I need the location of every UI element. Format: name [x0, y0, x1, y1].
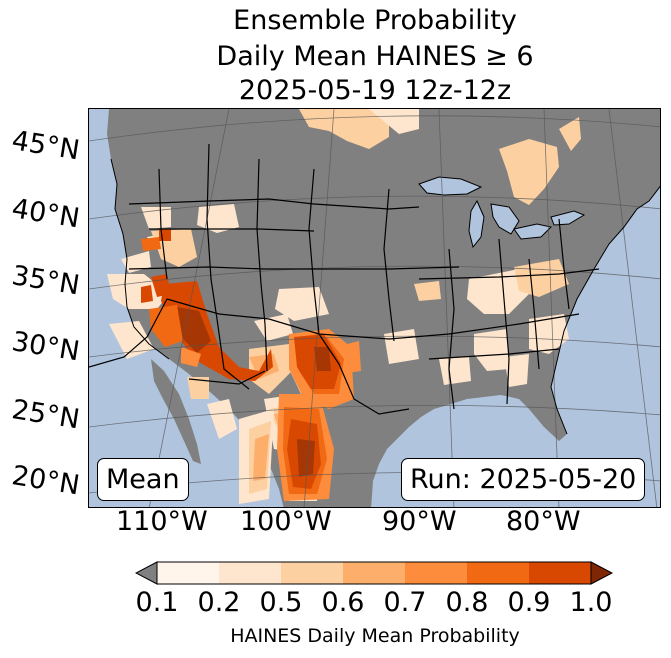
colorbar-tick: 1.0 [569, 587, 613, 618]
colorbar-tick: 0.6 [321, 587, 365, 618]
colorbar-cell [343, 562, 405, 584]
coastline [110, 158, 660, 435]
graticule [89, 109, 660, 507]
probability-map [88, 108, 661, 508]
title-line-3: 2025-05-19 12z-12z [238, 75, 512, 106]
colorbar-cell [219, 562, 281, 584]
colorbar-cell [157, 562, 219, 584]
colorbar-tick: 0.1 [135, 587, 179, 618]
title-line-1: Ensemble Probability [233, 5, 517, 36]
lat-label-25: 25°N [9, 394, 82, 436]
map-svg [89, 109, 660, 507]
colorbar-cell [467, 562, 529, 584]
colorbar-cell [405, 562, 467, 584]
colorbar-outline [156, 561, 592, 585]
state-borders [89, 143, 600, 415]
lon-label-110: 110°W [116, 506, 208, 537]
colorbar-label: HAINES Daily Mean Probability [230, 625, 520, 647]
mean-badge: Mean [97, 458, 189, 501]
lat-label-35: 35°N [9, 260, 82, 302]
colorbar-tick: 0.2 [197, 587, 241, 618]
colorbar-over-extend [590, 561, 614, 585]
lat-label-20: 20°N [9, 460, 82, 502]
lon-label-90: 90°W [382, 506, 457, 537]
colorbar-cell [529, 562, 591, 584]
great-lakes [418, 176, 586, 249]
lat-label-40: 40°N [9, 193, 82, 235]
colorbar-tick: 0.8 [445, 587, 489, 618]
colorbar-under-extend [135, 561, 158, 585]
run-date-badge: Run: 2025-05-20 [401, 458, 646, 501]
lat-label-30: 30°N [9, 326, 82, 368]
title-line-2: Daily Mean HAINES ≥ 6 [216, 41, 534, 72]
lon-label-80: 80°W [506, 506, 581, 537]
colorbar-tick: 0.7 [383, 587, 427, 618]
colorbar-tick: 0.9 [507, 587, 551, 618]
colorbar-tick: 0.5 [259, 587, 303, 618]
lat-label-45: 45°N [9, 125, 82, 167]
probability-shading [107, 109, 581, 504]
land-baja [151, 359, 201, 464]
colorbar [135, 561, 614, 585]
colorbar-cell [281, 562, 343, 584]
lon-label-100: 100°W [240, 506, 332, 537]
